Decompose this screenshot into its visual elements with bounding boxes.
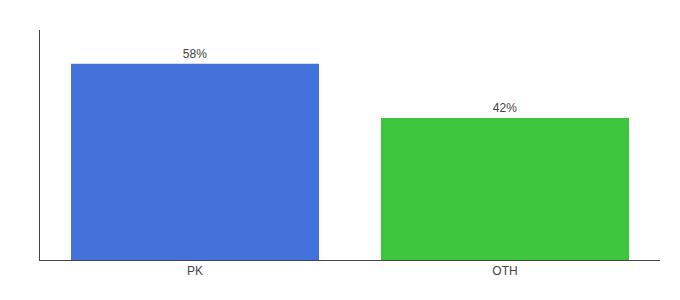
- svg-text:58%: 58%: [183, 47, 207, 61]
- svg-text:OTH: OTH: [492, 264, 517, 278]
- svg-text:42%: 42%: [493, 101, 517, 115]
- svg-text:PK: PK: [187, 264, 203, 278]
